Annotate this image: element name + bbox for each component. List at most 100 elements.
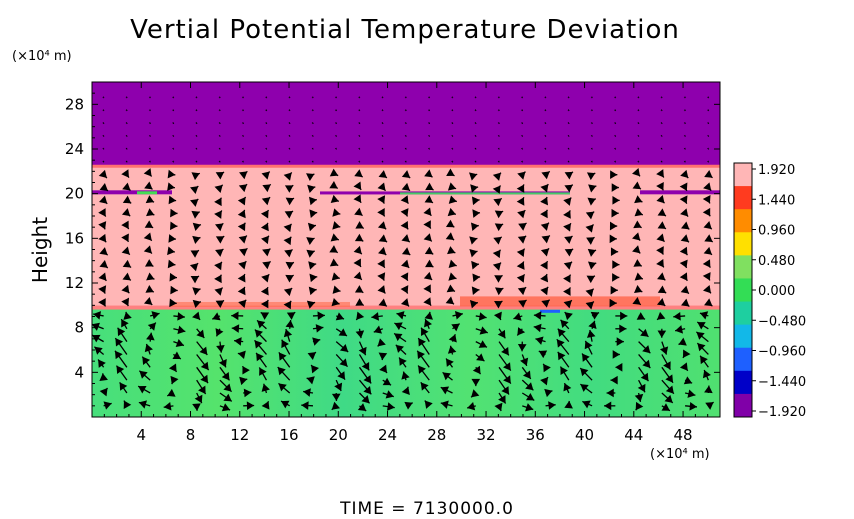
- wind-arrow-head: [656, 259, 664, 268]
- wind-arrow-head: [98, 272, 107, 281]
- wind-arrow-head: [241, 109, 244, 111]
- wind-arrow-head: [702, 207, 711, 217]
- wind-arrow-head: [657, 208, 666, 217]
- y-tick-label: 8: [74, 319, 84, 337]
- wind-arrow-head: [478, 312, 487, 321]
- wind-arrow-head: [239, 171, 248, 180]
- x-tick-label: 32: [476, 426, 495, 444]
- wind-arrow-head: [102, 121, 104, 124]
- wind-arrow-head: [424, 319, 432, 328]
- wind-arrow-head: [311, 96, 314, 99]
- wind-arrow-head: [234, 337, 242, 346]
- wind-arrow-head: [356, 311, 365, 320]
- wind-arrow-head: [540, 209, 548, 219]
- wind-arrow-head: [167, 259, 176, 269]
- wind-arrow-head: [330, 233, 339, 242]
- wind-arrow-head: [660, 109, 663, 111]
- wind-arrow-head: [121, 233, 129, 242]
- wind-arrow-head: [633, 220, 642, 229]
- wind-arrow-head: [400, 195, 409, 204]
- wind-arrow-head: [446, 284, 455, 293]
- wind-arrow-head: [394, 322, 403, 331]
- wind-arrow-head: [619, 324, 627, 334]
- wind-arrow-head: [404, 96, 407, 99]
- wind-arrow-head: [192, 287, 201, 296]
- wind-arrow-head: [223, 383, 232, 392]
- wind-arrow-head: [308, 196, 317, 206]
- wind-arrow-head: [143, 232, 152, 241]
- wind-arrow-head: [377, 221, 387, 230]
- wind-arrow-head: [448, 334, 457, 343]
- colorbar-segment: [734, 324, 752, 349]
- wind-arrow-head: [427, 96, 430, 99]
- wind-arrow-head: [417, 350, 425, 360]
- wind-arrow-head: [474, 134, 477, 137]
- wind-arrow-head: [167, 169, 176, 179]
- wind-arrow-head: [520, 121, 523, 124]
- wind-arrow-head: [377, 195, 386, 204]
- wind-arrow-head: [146, 332, 155, 341]
- wind-arrow-head: [540, 274, 549, 283]
- mid-level-band-center-green: [400, 192, 570, 195]
- wind-arrow-head: [246, 401, 255, 411]
- wind-arrow-head: [102, 134, 104, 137]
- wind-arrow-head: [170, 221, 178, 231]
- wind-arrow-head: [404, 109, 407, 111]
- wind-arrow-head: [92, 334, 101, 343]
- wind-arrow-head: [339, 358, 348, 367]
- colorbar-segment: [734, 370, 752, 395]
- wind-arrow-head: [260, 287, 269, 296]
- wind-arrow-head: [679, 195, 688, 204]
- wind-vector-field: [92, 96, 714, 412]
- wind-arrow-head: [563, 383, 572, 392]
- wind-arrow-head: [311, 364, 319, 374]
- wind-arrow-head: [503, 362, 511, 371]
- wind-arrow-head: [660, 160, 663, 163]
- wind-arrow-head: [301, 401, 309, 410]
- wind-arrow-head: [378, 246, 387, 255]
- wind-arrow-head: [195, 96, 197, 99]
- wind-arrow-head: [661, 403, 670, 411]
- wind-arrow-head: [354, 169, 363, 178]
- wind-arrow-head: [540, 248, 550, 257]
- cold-spot: [540, 309, 560, 313]
- wind-arrow-head: [683, 109, 686, 111]
- wind-arrow-head: [513, 312, 522, 321]
- wind-arrow-head: [115, 338, 124, 347]
- wind-arrow-head: [116, 365, 125, 374]
- wind-arrow-head: [99, 387, 108, 397]
- wind-arrow-head: [606, 388, 614, 398]
- wind-arrow-head: [469, 236, 478, 245]
- wind-arrow-head: [657, 285, 667, 294]
- wind-arrow-head: [424, 400, 433, 409]
- wind-arrow-head: [125, 109, 128, 111]
- wind-arrow-head: [257, 320, 266, 329]
- wind-arrow-head: [544, 121, 546, 124]
- wind-arrow-head: [494, 301, 503, 309]
- wind-arrow-head: [143, 296, 153, 305]
- wind-arrow-head: [703, 285, 711, 294]
- wind-arrow-head: [448, 195, 457, 204]
- time-label: TIME = 7130000.0: [339, 499, 514, 519]
- wind-arrow-head: [683, 121, 686, 124]
- colorbar-segment: [734, 232, 752, 256]
- wind-arrow-head: [260, 210, 269, 219]
- wind-arrow-head: [518, 300, 527, 308]
- wind-arrow-head: [656, 298, 666, 306]
- wind-arrow-head: [520, 357, 529, 366]
- mid-level-band-left: [92, 190, 172, 195]
- layer-lower: [92, 307, 720, 417]
- y-tick-label: 16: [65, 229, 84, 247]
- wind-arrow-head: [142, 356, 151, 365]
- wind-arrow-head: [307, 184, 316, 194]
- wind-arrow-head: [567, 134, 570, 137]
- wind-arrow-head: [520, 109, 523, 111]
- wind-arrow-head: [474, 96, 477, 99]
- wind-arrow-head: [262, 248, 271, 257]
- wind-arrow-head: [311, 160, 314, 163]
- wind-arrow-head: [615, 362, 623, 372]
- wind-arrow-head: [404, 147, 407, 150]
- wind-arrow-head: [125, 96, 128, 99]
- wind-arrow-head: [501, 386, 510, 395]
- wind-arrow-head: [493, 236, 502, 245]
